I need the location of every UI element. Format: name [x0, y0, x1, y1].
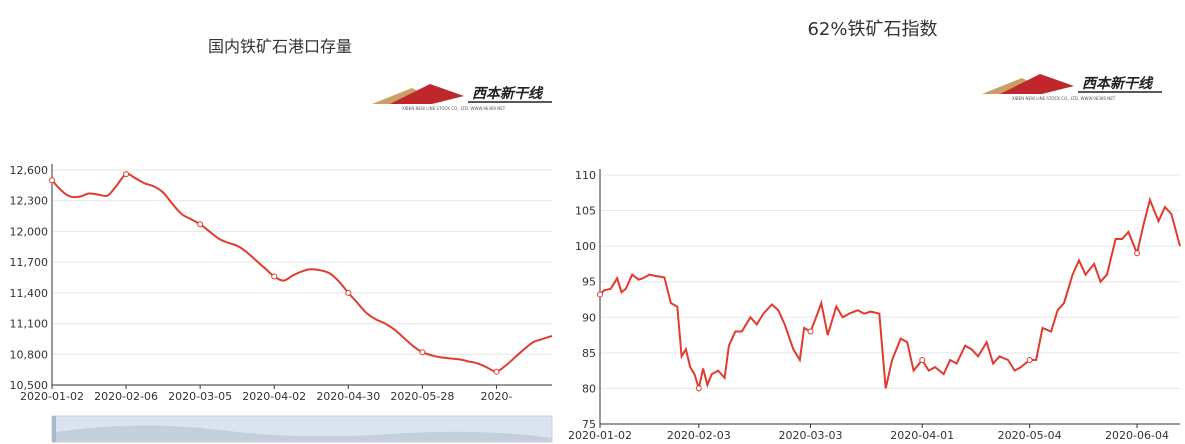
y-tick-label: 75 — [582, 418, 596, 431]
x-tick-label: 2020-03-03 — [779, 429, 843, 442]
x-tick-label: 2020-04-02 — [242, 390, 306, 403]
series-line — [599, 196, 1181, 393]
data-point-marker — [597, 291, 603, 298]
data-point-marker — [123, 171, 130, 178]
logo-sub-text: XIBEN NEW LINE STOCK CO., LTD. WWW.96369… — [1012, 96, 1116, 101]
y-tick-label: 12,300 — [10, 195, 49, 208]
x-tick-label: 2020- — [480, 390, 512, 403]
data-point-marker — [197, 221, 204, 228]
data-point-marker — [419, 349, 426, 356]
x-tick-label: 2020-04-01 — [890, 429, 954, 442]
data-point-marker — [919, 356, 926, 363]
data-point-marker — [345, 289, 352, 296]
y-tick-label: 10,800 — [10, 348, 49, 361]
y-tick-label: 85 — [582, 347, 596, 360]
x-tick-label: 2020-01-02 — [20, 390, 84, 403]
y-tick-label: 90 — [582, 311, 596, 324]
x-tick-label: 2020-01-02 — [568, 429, 632, 442]
y-tick-label: 100 — [575, 240, 596, 253]
data-point-marker — [695, 385, 702, 392]
x-tick-label: 2020-05-04 — [998, 429, 1062, 442]
y-tick-label: 11,100 — [10, 318, 49, 331]
data-point-marker — [49, 177, 55, 184]
zoom-preview-area — [56, 425, 552, 442]
data-point-marker — [271, 273, 278, 280]
left-chart-title: 国内铁矿石港口存量 — [207, 37, 352, 56]
data-point-marker — [1026, 356, 1033, 363]
logo-sub-text: XIBEN NEW LINE STOCK CO., LTD. WWW.96369… — [402, 106, 506, 111]
right-chart-svg: 西本新干线 XIBEN NEW LINE STOCK CO., LTD. WWW.… — [568, 74, 1181, 442]
x-tick-label: 2020-04-30 — [316, 390, 380, 403]
data-point-marker — [807, 328, 814, 335]
x-tick-label: 2020-06-04 — [1105, 429, 1169, 442]
y-tick-label: 11,700 — [10, 256, 49, 269]
zoom-handle-left[interactable] — [52, 416, 56, 442]
y-tick-label: 95 — [582, 276, 596, 289]
brand-logo: 西本新干线 XIBEN NEW LINE STOCK CO., LTD. WWW.… — [982, 74, 1162, 101]
logo-gold-wing — [982, 78, 1034, 94]
left-chart-panel: 国内铁矿石港口存量 西本新干线 XIBEN NEW LINE STOCK CO.,… — [0, 0, 560, 444]
x-tick-label: 2020-05-28 — [390, 390, 454, 403]
y-tick-label: 12,000 — [10, 225, 49, 238]
logo-brand-text: 西本新干线 — [472, 85, 544, 102]
x-tick-label: 2020-03-05 — [168, 390, 232, 403]
left-chart-svg: 西本新干线 XIBEN NEW LINE STOCK CO., LTD. WWW.… — [10, 84, 553, 443]
y-tick-label: 12,600 — [10, 164, 49, 177]
series-line — [51, 172, 553, 373]
data-point-marker — [493, 368, 500, 375]
y-tick-label: 105 — [575, 205, 596, 218]
y-tick-label: 80 — [582, 382, 596, 395]
x-tick-label: 2020-02-06 — [94, 390, 158, 403]
logo-red-wing — [1000, 74, 1074, 94]
logo-gold-wing — [372, 88, 424, 104]
logo-brand-text: 西本新干线 — [1082, 75, 1154, 92]
right-chart-title: 62%铁矿石指数 — [807, 19, 938, 40]
brand-logo: 西本新干线 XIBEN NEW LINE STOCK CO., LTD. WWW.… — [372, 84, 552, 111]
x-tick-label: 2020-02-03 — [667, 429, 731, 442]
logo-red-wing — [390, 84, 464, 104]
right-chart-panel: 62%铁矿石指数 西本新干线 XIBEN NEW LINE STOCK CO., … — [560, 0, 1185, 444]
data-point-marker — [1134, 250, 1141, 257]
y-tick-label: 10,500 — [10, 379, 49, 392]
y-tick-label: 11,400 — [10, 287, 49, 300]
y-tick-label: 110 — [575, 169, 596, 182]
